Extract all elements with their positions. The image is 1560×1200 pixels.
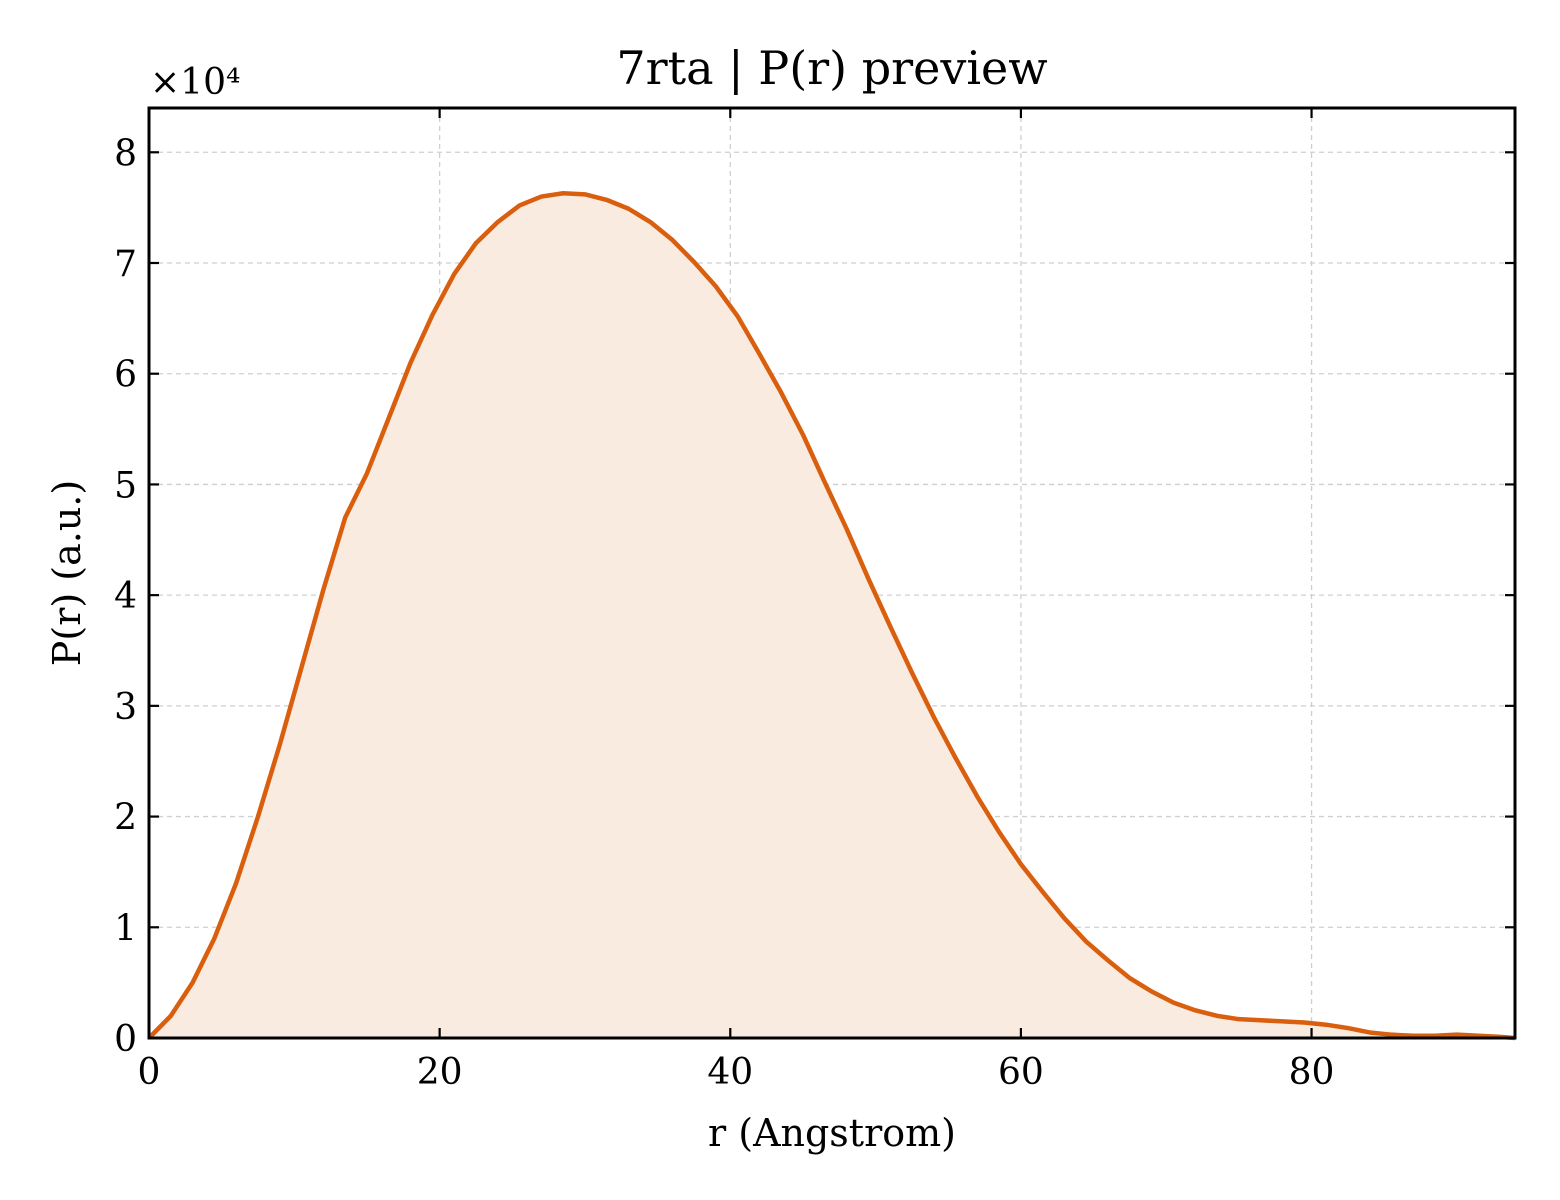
y-tick-label: 0 <box>114 1019 137 1060</box>
plot-frame <box>147 106 1517 1040</box>
y-tick-label: 7 <box>114 244 137 285</box>
y-tick-label: 1 <box>114 908 137 949</box>
y-offset-label: ×10⁴ <box>150 62 240 103</box>
y-tick-label: 8 <box>114 133 137 174</box>
x-tick-label: 0 <box>138 1052 161 1093</box>
x-tick-label: 80 <box>1289 1052 1335 1093</box>
y-tick-label: 6 <box>114 355 137 396</box>
y-tick-label: 4 <box>114 576 137 617</box>
x-tick-label: 60 <box>998 1052 1044 1093</box>
y-tick-label: 2 <box>114 798 137 839</box>
area-fill <box>149 193 1515 1038</box>
ticks: 0 20 40 60 80 0 1 2 3 4 5 6 7 8 <box>114 108 1515 1093</box>
y-tick-label: 3 <box>114 687 137 728</box>
series-line <box>147 191 1516 1041</box>
chart-title: 7rta | P(r) preview <box>616 41 1047 95</box>
y-axis-label: P(r) (a.u.) <box>45 480 89 666</box>
x-axis-label: r (Angstrom) <box>708 1111 956 1155</box>
y-tick-label: 5 <box>114 465 137 506</box>
x-tick-label: 20 <box>417 1052 463 1093</box>
x-tick-label: 40 <box>707 1052 753 1093</box>
